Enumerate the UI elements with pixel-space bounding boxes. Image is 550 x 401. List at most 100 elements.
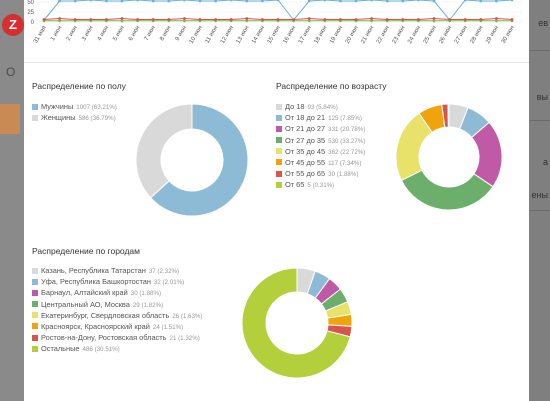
series-point[interactable] <box>58 19 61 23</box>
legend-item[interactable]: До 18 93 (5.84%) <box>276 101 365 112</box>
series-point[interactable] <box>495 17 498 20</box>
series-point[interactable] <box>198 0 202 3</box>
series-point[interactable] <box>120 0 124 3</box>
legend-label: От 27 до 35 <box>285 135 326 145</box>
legend-item[interactable]: От 55 до 65 30 (1.88%) <box>276 168 365 179</box>
series-point[interactable] <box>463 0 467 2</box>
series-point[interactable] <box>292 18 295 21</box>
series-point[interactable] <box>370 0 373 2</box>
series-point[interactable] <box>432 17 436 20</box>
legend-item[interactable]: От 45 до 55 117 (7.34%) <box>276 157 365 168</box>
legend-item[interactable]: Остальные 486 (30.51%) <box>32 343 203 354</box>
series-point[interactable] <box>479 18 483 21</box>
series-point[interactable] <box>401 18 405 21</box>
pie-slice[interactable] <box>149 103 249 217</box>
legend-item[interactable]: Барнаул, Алтайский край 30 (1.88%) <box>32 287 203 298</box>
series-point[interactable] <box>339 18 342 21</box>
series-point[interactable] <box>510 18 514 21</box>
series-point[interactable] <box>354 0 358 3</box>
pie-slice[interactable] <box>241 267 351 379</box>
series-point[interactable] <box>307 19 311 23</box>
legend-item[interactable]: Уфа, Республика Башкортостан 32 (2.01%) <box>32 276 203 287</box>
series-point[interactable] <box>89 18 93 21</box>
legend-item[interactable]: От 21 до 27 331 (20.78%) <box>276 123 365 134</box>
series-point[interactable] <box>214 0 217 3</box>
series-point[interactable] <box>73 18 77 21</box>
series-point[interactable] <box>120 19 124 23</box>
series-point[interactable] <box>183 17 186 20</box>
series-point[interactable] <box>307 17 311 20</box>
legend-item[interactable]: Ростов-на-Дону, Ростовская область 21 (1.… <box>32 332 203 343</box>
series-point[interactable] <box>370 17 373 20</box>
series-point[interactable] <box>510 0 514 2</box>
series-point[interactable] <box>323 18 327 21</box>
series-point[interactable] <box>151 18 155 21</box>
series-point[interactable] <box>323 0 327 2</box>
legend-count: 37 (2.32%) <box>148 268 180 275</box>
series-point[interactable] <box>432 0 436 3</box>
series-point[interactable] <box>448 18 451 21</box>
series-point[interactable] <box>151 0 155 3</box>
series-point[interactable] <box>89 0 93 2</box>
legend-item[interactable]: От 65 5 (0.31%) <box>276 179 365 190</box>
legend-item[interactable]: От 27 до 35 530 (33.27%) <box>276 135 365 146</box>
series-point[interactable] <box>105 18 108 21</box>
series-point[interactable] <box>42 18 46 21</box>
series-point[interactable] <box>276 0 280 2</box>
series-point[interactable] <box>58 17 61 20</box>
series-point[interactable] <box>495 19 498 23</box>
series-point[interactable] <box>229 0 233 2</box>
series-point[interactable] <box>73 0 77 3</box>
pie-slice[interactable] <box>400 169 494 211</box>
series-point[interactable] <box>136 18 139 21</box>
series-point[interactable] <box>245 17 249 20</box>
legend-item[interactable]: Казань, Республика Татарстан 37 (2.32%) <box>32 265 203 276</box>
series-point[interactable] <box>276 18 280 21</box>
series-point[interactable] <box>120 17 124 20</box>
series-point[interactable] <box>261 0 264 3</box>
background-divider <box>530 210 550 211</box>
x-tick-label: 9 июн <box>175 25 188 42</box>
series-point[interactable] <box>307 0 311 3</box>
series-point[interactable] <box>245 19 249 23</box>
series-point[interactable] <box>183 19 186 23</box>
series-point[interactable] <box>417 0 420 2</box>
series-point[interactable] <box>261 18 264 21</box>
pie-slice[interactable] <box>135 103 193 199</box>
series-point[interactable] <box>198 18 202 21</box>
series-point[interactable] <box>463 18 467 21</box>
legend-item[interactable]: Мужчины 1007 (63.21%) <box>32 101 117 112</box>
series-point[interactable] <box>401 0 405 3</box>
series-point[interactable] <box>167 18 171 21</box>
series-point[interactable] <box>58 0 61 3</box>
series-point[interactable] <box>339 0 342 3</box>
legend-item[interactable]: Центральный АО, Москва 29 (1.82%) <box>32 299 203 310</box>
legend-item[interactable]: Женщины 586 (36.79%) <box>32 112 117 123</box>
series-point[interactable] <box>183 0 186 2</box>
app-logo[interactable]: Z <box>2 14 24 36</box>
x-tick-label: 1 июн <box>50 25 63 42</box>
legend-item[interactable]: От 35 до 45 362 (22.72%) <box>276 146 365 157</box>
series-point[interactable] <box>370 19 373 23</box>
series-point[interactable] <box>229 18 233 21</box>
series-point[interactable] <box>432 19 436 23</box>
series-point[interactable] <box>214 18 218 21</box>
series-point[interactable] <box>245 0 249 3</box>
series-point[interactable] <box>495 0 498 3</box>
pie-slice[interactable] <box>447 103 450 128</box>
series-point[interactable] <box>417 18 420 21</box>
legend-item[interactable]: От 18 до 21 125 (7.85%) <box>276 112 365 123</box>
legend-item[interactable]: Красноярск, Красноярский край 24 (1.51%) <box>32 321 203 332</box>
series-point[interactable] <box>385 18 389 21</box>
legend-item[interactable]: Екатеринбург, Свердловская область 26 (1.… <box>32 310 203 321</box>
series-point[interactable] <box>167 0 171 3</box>
cities-chart-title: Распределение по городам <box>32 246 140 256</box>
series-point[interactable] <box>354 18 358 21</box>
series-point[interactable] <box>136 0 139 2</box>
series-point[interactable] <box>105 0 108 3</box>
series-point[interactable] <box>479 0 483 3</box>
series-point[interactable] <box>385 0 389 3</box>
legend-count: 117 (7.34%) <box>328 159 362 167</box>
background-thumbnail <box>0 104 20 134</box>
legend-label: Барнаул, Алтайский край <box>41 288 128 298</box>
